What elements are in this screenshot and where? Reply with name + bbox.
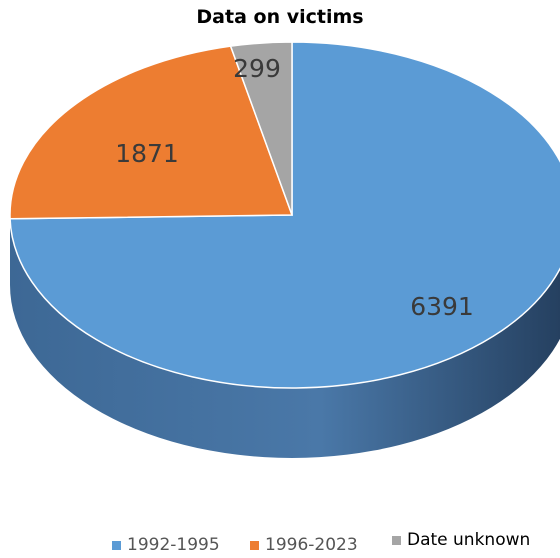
legend-label: 1992-1995 [127,535,220,555]
pie-side [10,215,560,458]
data-label-3: 299 [233,54,281,83]
legend-label: Date unknown [407,530,531,550]
legend-item-3: Date unknown [392,530,530,550]
pie-top [9,41,560,389]
legend-label: 1996-2023 [265,535,358,555]
pie-slice-1 [9,41,560,389]
data-label-2: 1871 [115,139,179,168]
legend-item-1: 1992-1995 [112,535,220,555]
legend-swatch [112,540,121,550]
data-label-1: 6391 [410,292,474,321]
pie-slice-2 [9,45,294,220]
legend: 1992-1995 1996-2023 Date unknown [0,530,560,558]
chart-title: Data on victims [196,6,364,28]
legend-swatch [392,535,401,545]
pie-slice-3 [229,41,293,216]
pie-side-wall [10,215,560,458]
legend-swatch [250,540,259,550]
pie-labels: 6391 1871 299 [115,54,474,321]
legend-item-2: 1996-2023 [250,535,358,555]
